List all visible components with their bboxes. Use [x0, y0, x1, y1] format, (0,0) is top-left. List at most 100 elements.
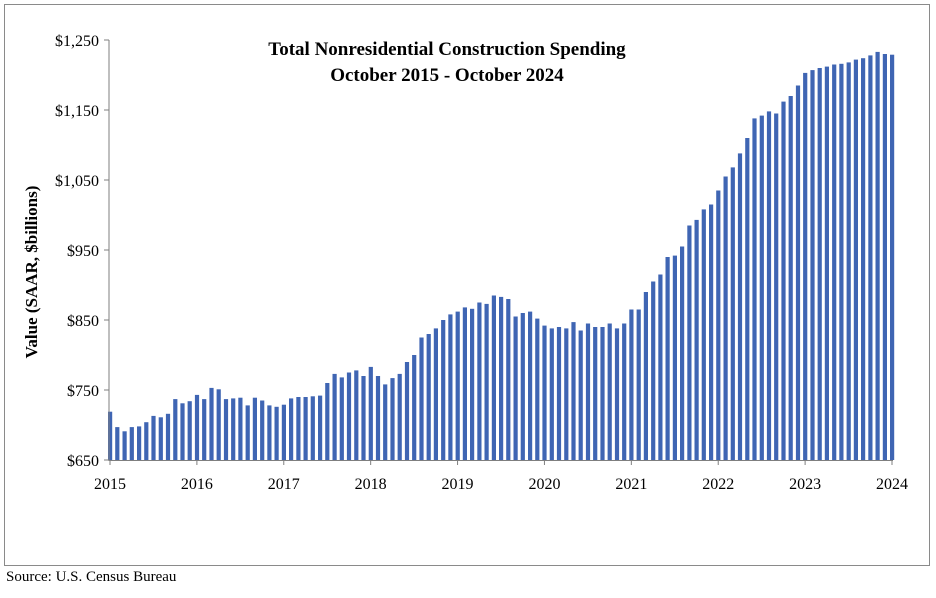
- bar: [607, 323, 612, 460]
- bar: [868, 55, 873, 461]
- bar: [137, 426, 142, 460]
- bar: [759, 115, 764, 460]
- bar: [354, 370, 359, 460]
- bar: [274, 406, 279, 460]
- bar: [875, 51, 880, 461]
- bar: [658, 274, 663, 460]
- chart-title-line1: Total Nonresidential Construction Spendi…: [268, 39, 626, 60]
- bar: [520, 313, 525, 460]
- bar: [614, 328, 620, 460]
- bar: [477, 302, 482, 460]
- bar: [310, 396, 315, 460]
- bar: [419, 337, 424, 460]
- bar: [281, 404, 286, 460]
- y-tick-label: $850: [67, 313, 99, 330]
- bar: [636, 309, 641, 460]
- bar: [238, 397, 243, 460]
- bar: [774, 113, 779, 460]
- bar: [846, 62, 851, 461]
- bar: [108, 411, 113, 460]
- bar: [506, 299, 511, 460]
- bar: [861, 58, 866, 460]
- bar: [651, 281, 656, 460]
- bar: [564, 328, 569, 460]
- bar: [484, 303, 489, 460]
- bar: [151, 415, 156, 460]
- bar: [448, 314, 453, 460]
- bar: [296, 397, 301, 460]
- bar: [412, 355, 417, 460]
- bar: [491, 295, 496, 460]
- bar: [716, 190, 721, 460]
- bar: [470, 308, 475, 460]
- y-tick-label: $1,250: [55, 33, 99, 50]
- bar: [231, 398, 236, 460]
- bar: [180, 403, 185, 460]
- bar: [810, 70, 815, 460]
- bar: [318, 395, 323, 460]
- bar: [549, 328, 554, 460]
- x-tick-label: 2015: [94, 476, 126, 493]
- bar: [455, 311, 460, 460]
- bar: [303, 397, 308, 460]
- y-tick-label: $950: [67, 243, 99, 260]
- bar: [202, 399, 207, 460]
- x-tick-label: 2020: [528, 476, 560, 493]
- bar: [397, 373, 402, 460]
- bar: [832, 64, 837, 460]
- bar: [404, 362, 410, 460]
- bar: [260, 400, 265, 460]
- bar: [216, 389, 221, 460]
- bar: [672, 255, 677, 460]
- bar: [766, 111, 772, 461]
- bar: [267, 405, 272, 460]
- bar: [694, 219, 699, 460]
- bar: [209, 387, 214, 460]
- x-tick-label: 2023: [789, 476, 821, 493]
- bar: [426, 334, 431, 460]
- bar: [709, 204, 714, 460]
- bar: [788, 96, 793, 460]
- bar: [122, 431, 127, 460]
- bar: [680, 246, 685, 460]
- bar: [795, 85, 801, 460]
- bar: [882, 54, 887, 460]
- source-note: Source: U.S. Census Bureau: [6, 569, 177, 585]
- bar: [158, 417, 163, 460]
- bar: [629, 309, 634, 460]
- bar: [687, 225, 692, 460]
- x-tick-label: 2017: [268, 476, 300, 493]
- y-tick-label: $650: [67, 453, 99, 470]
- bar: [622, 323, 627, 460]
- bar: [252, 397, 257, 460]
- bar-chart: $650 $750 $850 $950 $1,050 $1,150 $1,250 2015 2…: [22, 33, 908, 493]
- bar: [441, 320, 446, 460]
- bar: [737, 153, 743, 460]
- chart-frame: [4, 4, 930, 566]
- x-tick-label: 2018: [355, 476, 387, 493]
- bar: [600, 327, 605, 460]
- bar: [115, 427, 120, 460]
- bar: [578, 330, 583, 460]
- x-tick-label: 2022: [702, 476, 734, 493]
- bar: [289, 398, 294, 460]
- y-tick-label: $1,050: [55, 173, 99, 190]
- bar: [839, 63, 844, 461]
- y-tick-label: $1,150: [55, 103, 99, 120]
- bar: [433, 328, 438, 460]
- bar: [571, 322, 576, 460]
- bar: [803, 72, 808, 461]
- x-tick-label: 2024: [876, 476, 908, 493]
- bar: [129, 427, 134, 460]
- bar: [368, 366, 373, 460]
- bar: [375, 376, 381, 460]
- x-tick-label: 2019: [442, 476, 474, 493]
- bar: [824, 66, 829, 460]
- bar: [383, 384, 388, 460]
- bar: [325, 383, 330, 460]
- chart-title-line2: October 2015 - October 2024: [330, 65, 564, 86]
- bar: [173, 399, 178, 460]
- bar: [701, 209, 706, 460]
- y-tick-label: $750: [67, 383, 99, 400]
- bar: [513, 316, 518, 460]
